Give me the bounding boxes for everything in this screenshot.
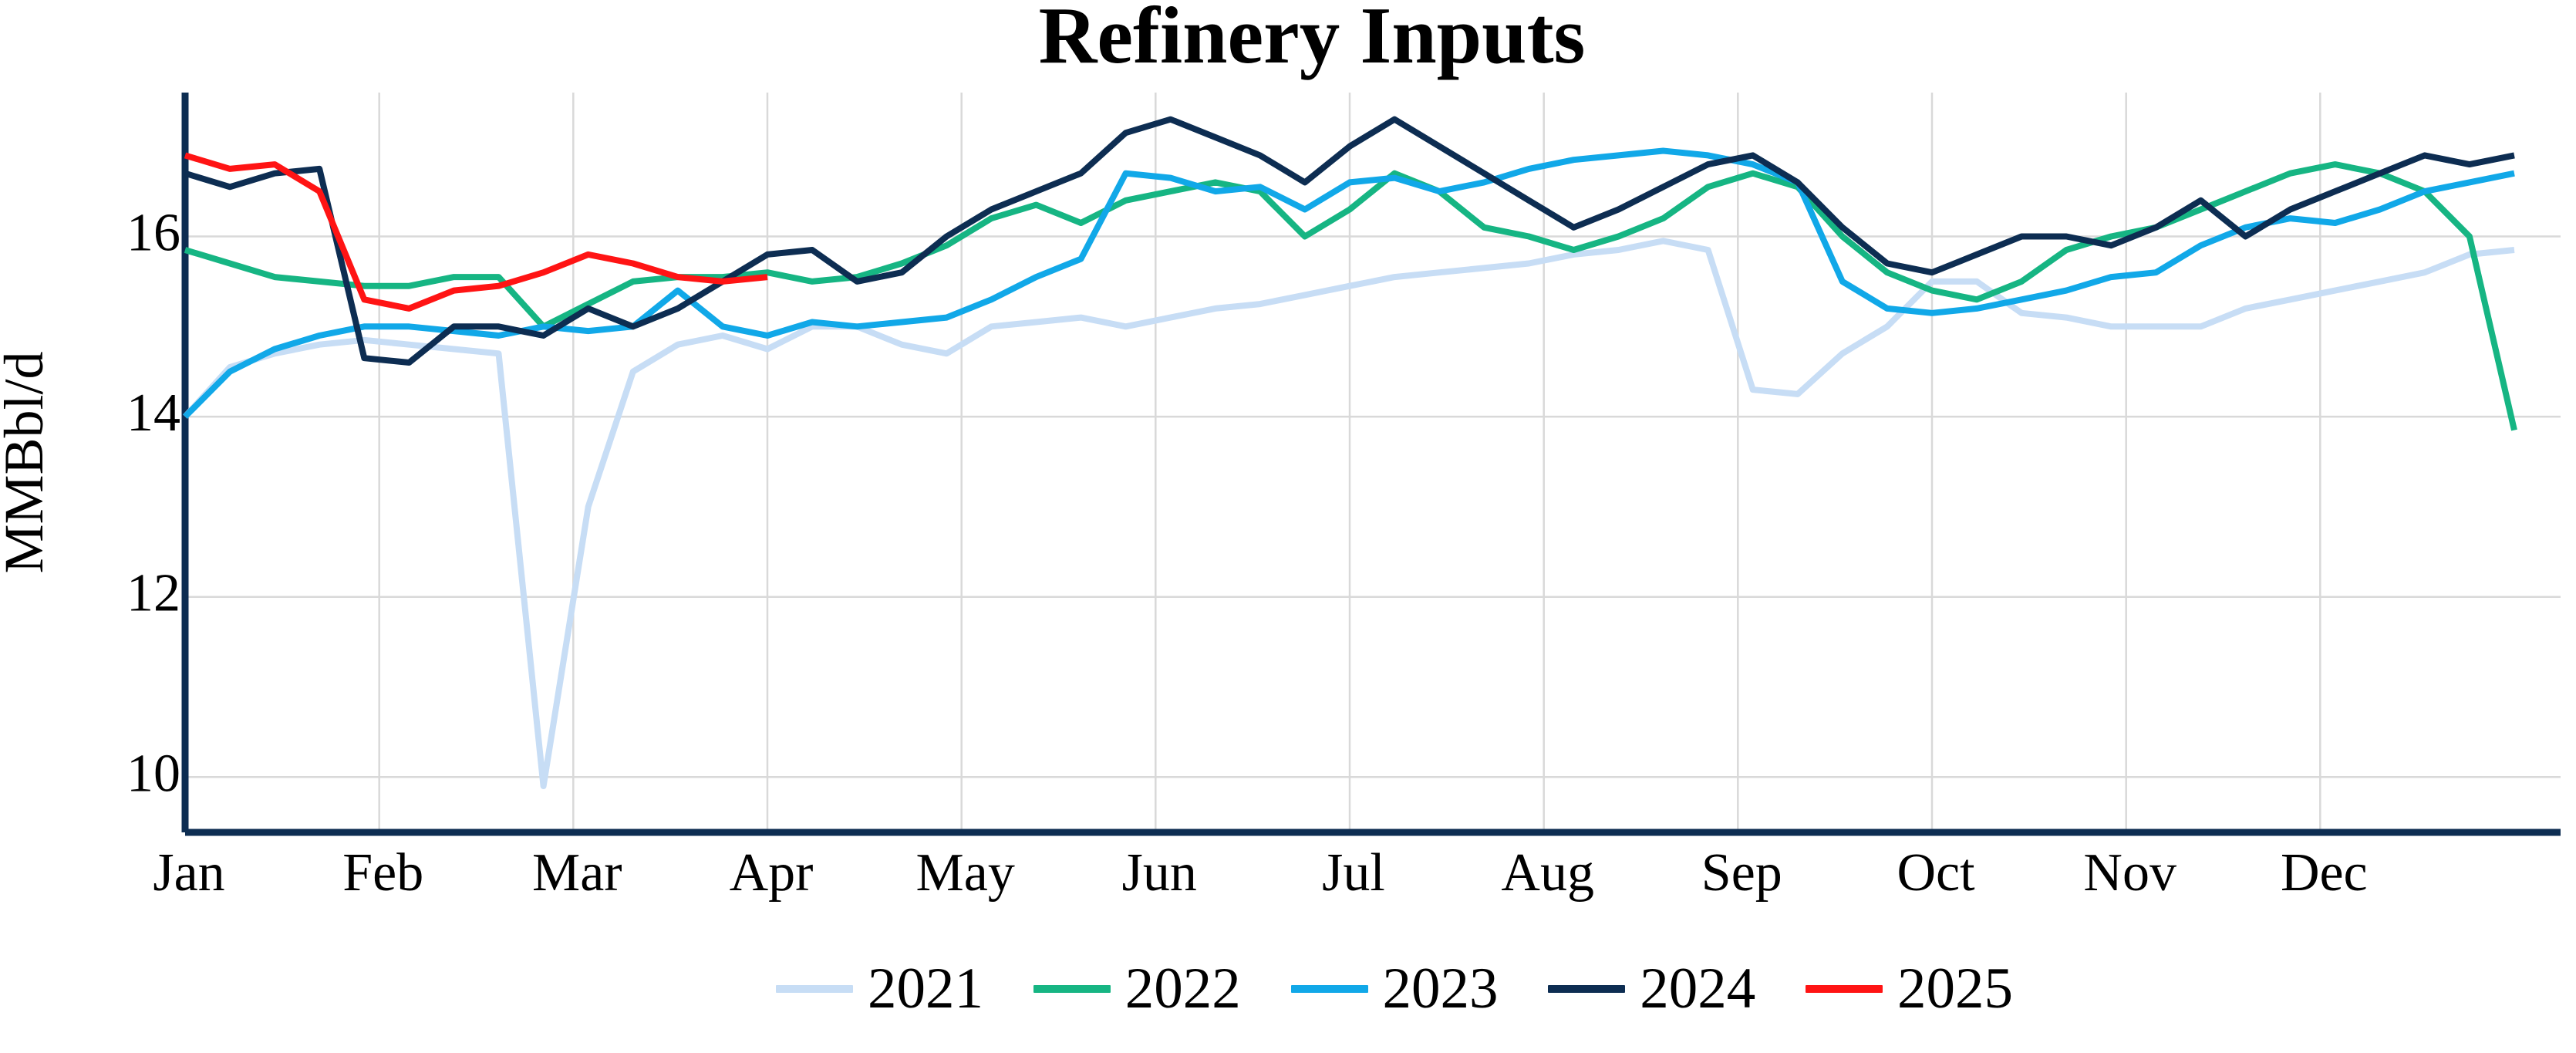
svg-text:MMBbl/d: MMBbl/d [0,351,55,573]
svg-text:Oct: Oct [1897,843,1975,903]
svg-text:12: 12 [126,564,180,623]
svg-text:16: 16 [126,204,180,263]
svg-text:Feb: Feb [342,843,423,903]
svg-text:Mar: Mar [532,843,622,903]
svg-text:Sep: Sep [1701,843,1782,903]
svg-text:14: 14 [126,383,180,443]
svg-text:Jun: Jun [1122,843,1197,903]
svg-text:Jan: Jan [153,843,224,903]
svg-text:Nov: Nov [2083,843,2176,903]
svg-text:Jul: Jul [1322,843,1385,903]
svg-text:May: May [916,843,1015,903]
svg-text:Apr: Apr [730,843,814,903]
svg-text:10: 10 [126,744,180,803]
svg-text:Dec: Dec [2281,843,2368,903]
svg-text:Aug: Aug [1501,843,1594,903]
